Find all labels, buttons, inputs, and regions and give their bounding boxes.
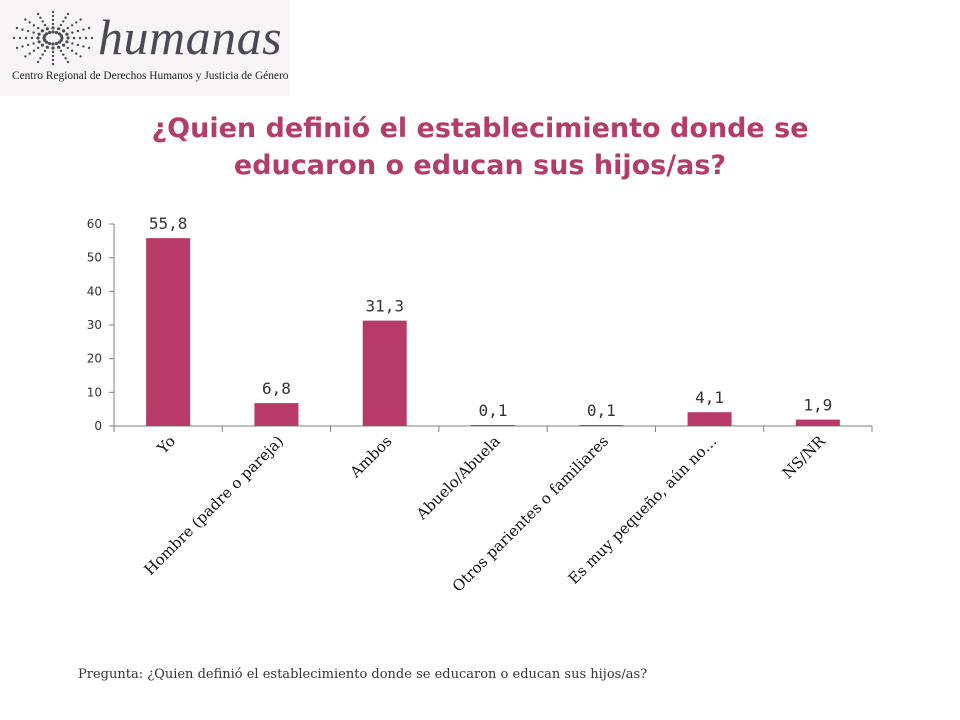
x-tick-label: NS/NR (779, 432, 830, 483)
logo: humanas Centro Regional de Derechos Huma… (0, 0, 290, 96)
logo-wordmark: humanas (98, 9, 283, 65)
data-label: 0,1 (479, 401, 508, 420)
x-tick-label: Yo (153, 432, 179, 458)
page-title-line-2: educaron o educan sus hijos/as? (233, 150, 727, 181)
x-tick-label: Abuelo/Abuela (412, 432, 504, 524)
bar (362, 320, 407, 426)
data-label: 0,1 (587, 401, 616, 420)
logo-tagline: Centro Regional de Derechos Humanos y Ju… (12, 70, 289, 82)
data-label: 31,3 (365, 297, 404, 316)
y-tick-label: 0 (94, 419, 102, 433)
bar (579, 425, 624, 426)
bar (687, 412, 732, 426)
bar (471, 425, 515, 426)
page-title-line-1: ¿Quien definió el establecimiento donde … (151, 113, 809, 144)
y-tick-label: 30 (87, 318, 102, 332)
data-label: 4,1 (695, 388, 724, 407)
y-tick-label: 20 (87, 352, 102, 366)
y-tick-label: 60 (87, 217, 102, 231)
page-title: ¿Quien definió el establecimiento donde … (60, 110, 900, 184)
data-label: 6,8 (262, 379, 291, 398)
data-label: 1,9 (803, 396, 832, 415)
bar (254, 403, 299, 426)
y-tick-label: 40 (87, 284, 102, 298)
dotted-star-icon (12, 10, 94, 66)
bar (795, 419, 840, 426)
data-label: 55,8 (149, 214, 188, 233)
question-footnote: Pregunta: ¿Quien definió el establecimie… (78, 667, 648, 682)
bar (146, 238, 191, 426)
y-tick-label: 50 (87, 251, 102, 265)
y-tick-label: 10 (87, 385, 102, 399)
x-tick-label: Ambos (346, 432, 396, 482)
